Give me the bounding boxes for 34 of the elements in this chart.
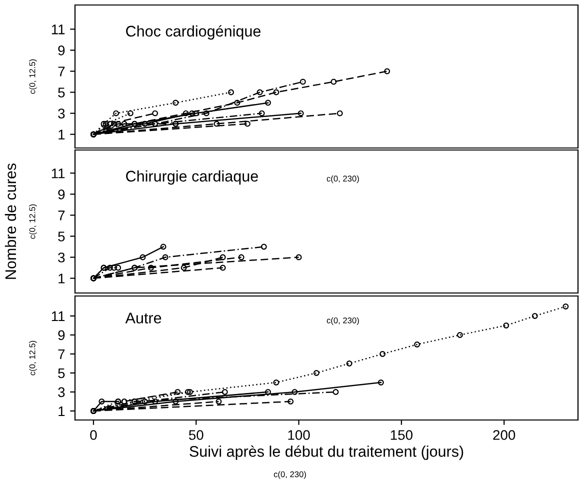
x-tick-label: 200 [493, 430, 516, 440]
y-tick-label: 3 [58, 387, 65, 398]
annotation: c(0, 230) [326, 317, 359, 326]
y-tick-label: 1 [58, 406, 65, 416]
y-tick-label: 11 [52, 168, 65, 178]
x-tick-label: 50 [188, 430, 204, 440]
annotation: c(0, 230) [326, 175, 359, 184]
y-axis-title: c(0, 12.5) [29, 340, 37, 376]
y-tick-label: 9 [58, 330, 65, 340]
y-tick-label: 11 [52, 311, 65, 321]
y-axis-title: c(0, 12.5) [29, 59, 37, 94]
text: Chirurgie cardiaque [126, 170, 258, 185]
x-tick-label: 0 [90, 430, 97, 440]
y-tick-label: 9 [58, 189, 65, 200]
y-tick-label: 5 [58, 232, 65, 242]
y-tick-label: 5 [58, 88, 65, 98]
y-axis-title: Nombre de cures [4, 163, 16, 279]
y-tick-label: 9 [58, 46, 65, 56]
y-tick-label: 3 [58, 252, 65, 262]
text: c(0, 12.5) [29, 204, 37, 239]
y-tick-label: 1 [58, 130, 65, 140]
y-tick-label: 11 [52, 24, 65, 34]
text: Choc cardiogénique [126, 25, 261, 40]
text: Autre [125, 312, 162, 324]
y-tick-label: 7 [58, 66, 65, 76]
text: c(0, 230) [274, 471, 306, 479]
x-axis-title: Suivi après le début du traitement (jours) [190, 445, 464, 460]
y-tick-label: 1 [58, 274, 65, 284]
x-tick-label: 100 [288, 430, 310, 440]
y-tick-label: 5 [58, 368, 65, 378]
x-tick-label: 150 [390, 430, 412, 440]
y-tick-label: 7 [58, 210, 65, 220]
y-tick-label: 7 [58, 349, 65, 359]
y-tick-label: 3 [58, 108, 65, 118]
